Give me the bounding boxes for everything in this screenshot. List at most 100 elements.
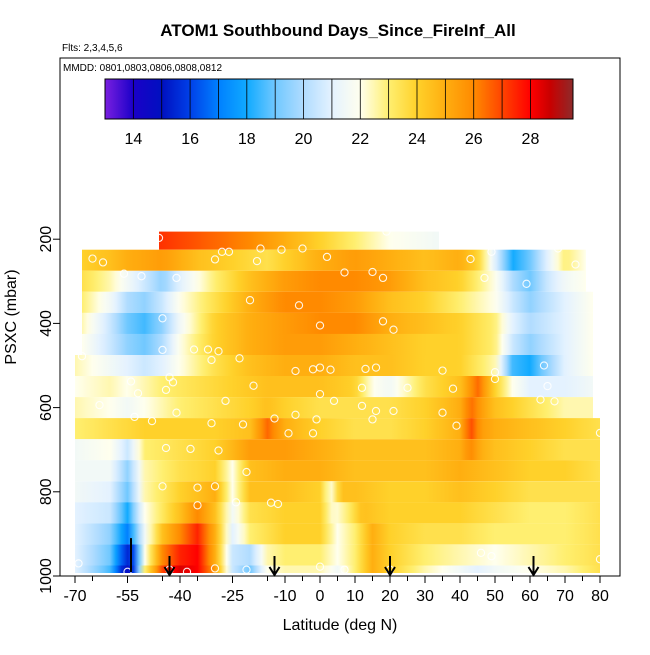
latitude-arrows <box>130 538 540 577</box>
sample-point <box>466 254 475 264</box>
sample-point <box>235 354 244 363</box>
y-tick-label: 600 <box>38 394 55 421</box>
sample-point <box>277 245 286 254</box>
sample-point <box>340 268 349 277</box>
sample-point <box>476 548 486 557</box>
sample-point <box>242 467 251 477</box>
sample-point <box>490 374 500 384</box>
sample-point <box>382 227 391 236</box>
sample-point <box>210 564 220 573</box>
sample-point <box>207 419 216 428</box>
sample-point <box>438 408 447 417</box>
x-tick-label: -40 <box>168 588 191 605</box>
y-tick-label: 200 <box>38 226 55 253</box>
sample-point <box>550 397 559 406</box>
heatmap-row <box>75 565 600 573</box>
sample-point <box>193 501 202 510</box>
sample-point <box>214 347 223 356</box>
sample-point <box>168 378 178 387</box>
y-axis: 200 400 600 800 1000 <box>38 226 61 594</box>
heatmap-row <box>82 333 593 355</box>
sample-points <box>74 227 605 576</box>
sample-point <box>308 429 318 438</box>
sample-point <box>95 400 104 410</box>
heatmap-row <box>75 523 600 545</box>
x-tick-label: 30 <box>416 588 434 605</box>
x-axis: -70 -55 -40 -25 -10 0 10 20 30 40 50 60 70 80 <box>63 576 609 605</box>
sample-point <box>480 273 489 283</box>
sample-point <box>291 366 300 376</box>
sample-point <box>361 364 370 374</box>
heatmap-row <box>75 376 593 398</box>
x-tick-label: 80 <box>591 588 609 605</box>
arrow-head <box>268 566 281 577</box>
sample-point <box>186 444 195 454</box>
heatmap-row <box>82 270 586 292</box>
heatmap-row <box>82 249 586 271</box>
dates-note: MMDD: 0801,0803,0806,0808,0812 <box>63 63 222 74</box>
sample-point <box>487 247 496 256</box>
sample-point <box>133 389 143 398</box>
sample-point <box>371 406 381 416</box>
sample-point <box>119 269 129 278</box>
sample-point <box>403 383 412 392</box>
sample-point <box>249 381 258 390</box>
sample-point <box>389 406 398 416</box>
sample-point <box>543 381 552 391</box>
sample-point <box>378 273 388 283</box>
sample-point <box>448 384 458 393</box>
sample-point <box>371 363 381 372</box>
sample-point <box>210 255 220 264</box>
y-tick-label: 400 <box>38 310 55 337</box>
y-axis-label: PSXC (mbar) <box>3 269 20 364</box>
sample-point <box>214 446 223 455</box>
sample-point <box>368 267 377 277</box>
sample-point <box>312 415 321 424</box>
colorbar-tick-label: 14 <box>124 131 142 148</box>
heatmap-row <box>75 460 600 482</box>
x-tick-label: 20 <box>381 588 399 605</box>
colorbar-tick-label: 18 <box>238 131 256 148</box>
sample-point <box>203 345 213 354</box>
sample-point <box>210 482 220 491</box>
y-tick-label: 1000 <box>38 558 55 594</box>
sample-point <box>322 252 332 262</box>
chart-title: ATOM1 Southbound Days_Since_FireInf_All <box>160 21 515 40</box>
sample-point <box>238 420 248 429</box>
colorbar-gradient <box>104 78 574 120</box>
sample-point <box>326 365 335 374</box>
heatmap-row <box>75 544 600 566</box>
x-tick-label: -55 <box>116 588 139 605</box>
sample-point <box>137 272 146 281</box>
sample-point <box>77 352 87 361</box>
sample-point <box>389 325 398 334</box>
sample-point <box>294 301 304 310</box>
colorbar-tick-label: 24 <box>408 131 426 148</box>
sample-point <box>595 555 605 564</box>
colorbar-tick-label: 16 <box>181 131 199 148</box>
sample-point <box>147 416 157 426</box>
sample-point <box>571 260 580 269</box>
sample-point <box>130 412 139 422</box>
sample-point <box>270 414 279 423</box>
sample-point <box>553 244 563 253</box>
x-tick-label: 0 <box>316 588 325 605</box>
sample-point <box>284 429 293 438</box>
sample-point <box>298 244 307 253</box>
sample-point <box>315 389 325 399</box>
sample-point <box>189 345 199 354</box>
sample-point <box>161 443 171 453</box>
heatmap-row <box>82 291 593 313</box>
sample-point <box>595 428 605 438</box>
sample-point <box>452 421 461 430</box>
sample-point <box>126 377 136 386</box>
sample-point <box>172 408 181 417</box>
sample-point <box>98 258 108 267</box>
sample-point <box>158 345 167 355</box>
heatmap-row <box>75 418 600 440</box>
sample-point <box>242 565 251 574</box>
sample-point <box>154 233 164 243</box>
x-tick-label: 40 <box>451 588 469 605</box>
heatmap-row <box>82 312 593 334</box>
